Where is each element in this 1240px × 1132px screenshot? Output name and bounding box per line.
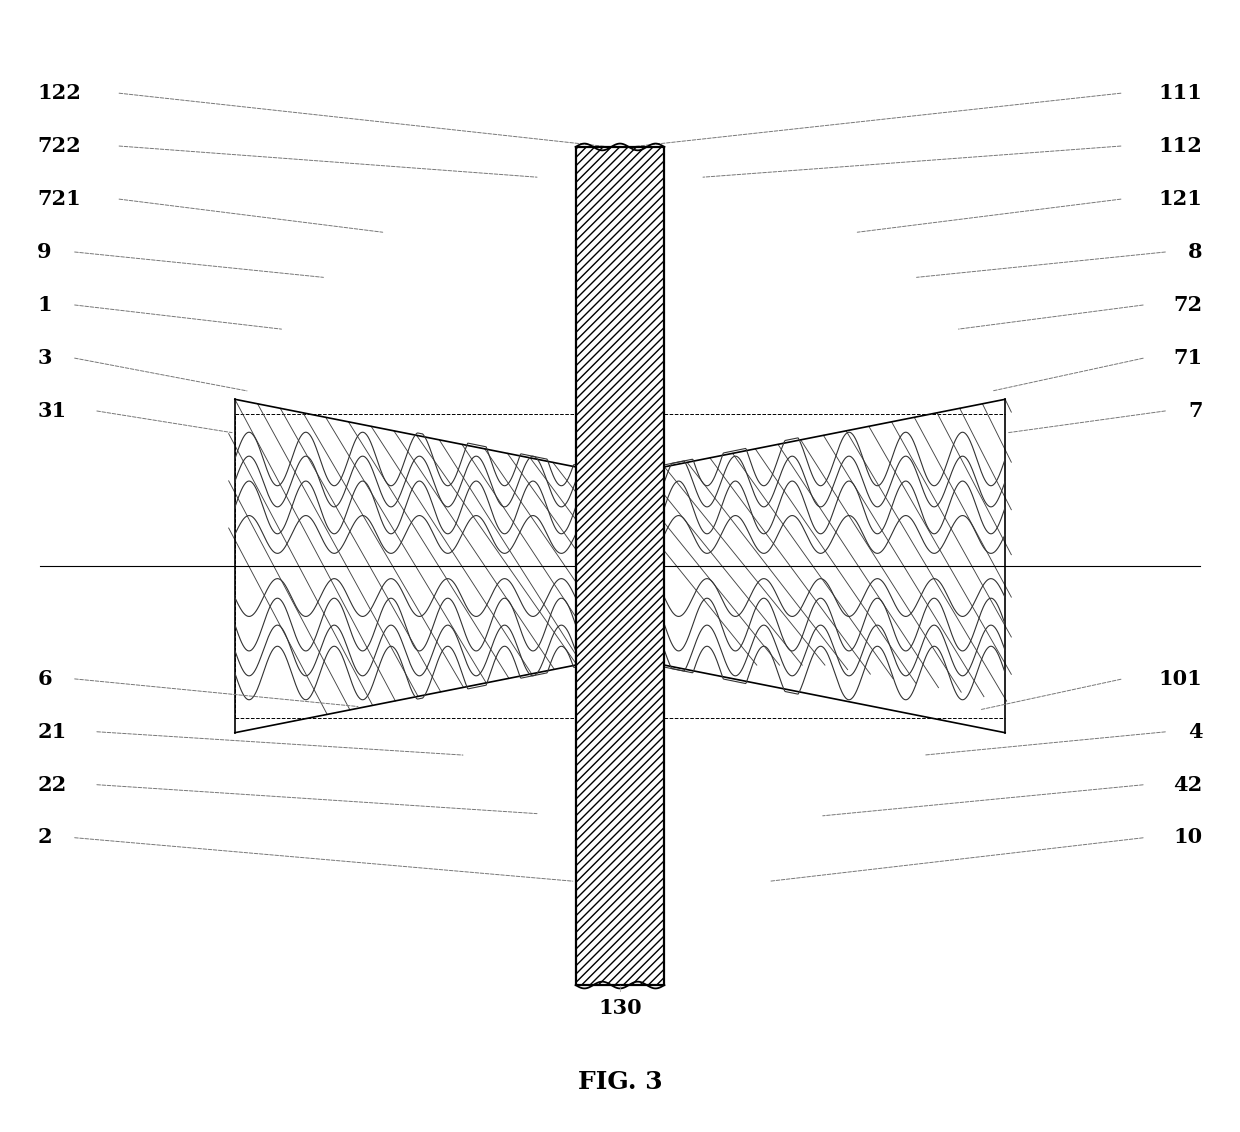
Text: 42: 42 bbox=[1173, 774, 1203, 795]
Text: 31: 31 bbox=[37, 401, 67, 421]
Text: 4: 4 bbox=[1188, 721, 1203, 741]
Text: 9: 9 bbox=[37, 242, 52, 261]
Text: 72: 72 bbox=[1173, 294, 1203, 315]
Text: 721: 721 bbox=[37, 189, 81, 208]
Text: 1: 1 bbox=[37, 294, 52, 315]
Text: 21: 21 bbox=[37, 721, 67, 741]
Text: 722: 722 bbox=[37, 136, 81, 156]
Text: 111: 111 bbox=[1159, 83, 1203, 103]
Text: 3: 3 bbox=[37, 348, 52, 368]
Bar bbox=[575, 147, 665, 985]
Text: 6: 6 bbox=[37, 669, 52, 688]
Text: 112: 112 bbox=[1159, 136, 1203, 156]
Text: 130: 130 bbox=[598, 997, 642, 1018]
Text: 121: 121 bbox=[1159, 189, 1203, 208]
Text: 71: 71 bbox=[1173, 348, 1203, 368]
Text: 2: 2 bbox=[37, 827, 52, 848]
Text: 7: 7 bbox=[1188, 401, 1203, 421]
Text: 22: 22 bbox=[37, 774, 67, 795]
Text: 101: 101 bbox=[1159, 669, 1203, 688]
Text: FIG. 3: FIG. 3 bbox=[578, 1070, 662, 1094]
Text: 10: 10 bbox=[1173, 827, 1203, 848]
Text: 122: 122 bbox=[37, 83, 81, 103]
Text: 8: 8 bbox=[1188, 242, 1203, 261]
